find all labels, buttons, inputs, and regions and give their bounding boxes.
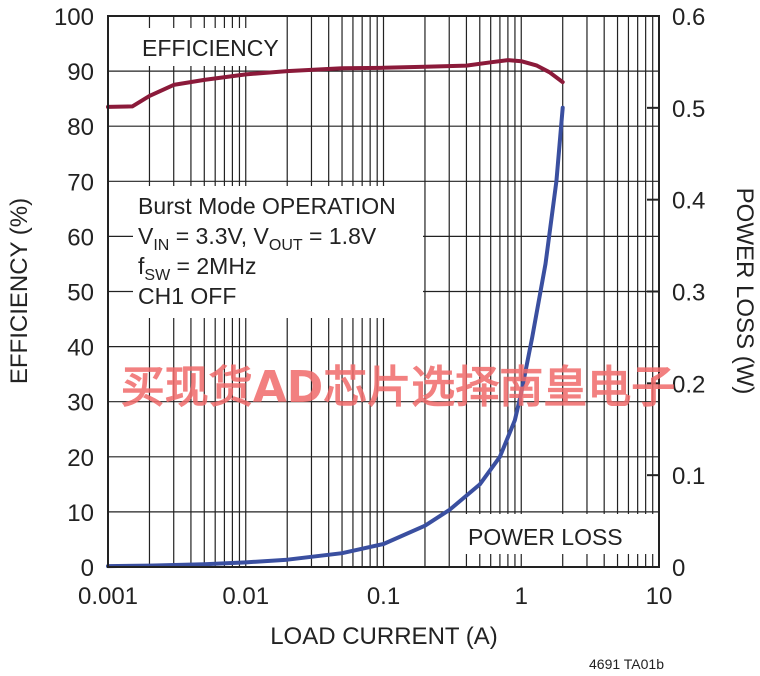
x-tick-label: 10 <box>646 583 673 610</box>
efficiency-label-bg <box>133 28 285 66</box>
conditions-line1: Burst Mode OPERATION <box>138 193 396 219</box>
y-left-tick-label: 90 <box>67 59 94 86</box>
vout-rest: = 1.8V <box>303 223 377 249</box>
y-left-tick-label: 40 <box>67 335 94 362</box>
y-right-tick-label: 0.2 <box>672 371 705 398</box>
x-tick-label: 1 <box>515 583 528 610</box>
efficiency-label: EFFICIENCY <box>142 35 279 61</box>
series-lines <box>106 58 565 569</box>
fsw-rest: = 2MHz <box>170 253 256 279</box>
x-tick-label: 0.1 <box>367 583 400 610</box>
y-left-tick-label: 70 <box>67 169 94 196</box>
y-right-tick-label: 0.3 <box>672 280 705 307</box>
y-right-tick-label: 0.6 <box>672 4 705 31</box>
y-axis-label-left: EFFICIENCY (%) <box>6 198 33 384</box>
y-right-tick-label: 0.5 <box>672 96 705 123</box>
y-left-tick-label: 100 <box>54 4 94 31</box>
y-right-tick-label: 0.4 <box>672 188 705 215</box>
y-right-tick-label: 0 <box>672 555 685 582</box>
conditions-box-bg <box>133 186 423 318</box>
vout-sub: OUT <box>269 237 303 254</box>
y-left-tick-label: 10 <box>67 500 94 527</box>
power-loss-label-bg <box>460 514 655 554</box>
vin-rest: = 3.3V, V <box>169 223 269 249</box>
watermark: 买现货AD芯片选择南皇电子 <box>121 362 676 413</box>
figure-code: 4691 TA01b <box>589 656 664 672</box>
fsw-sub: SW <box>144 267 171 284</box>
x-tick-label: 0.001 <box>78 583 138 610</box>
vin-sub: IN <box>153 237 169 254</box>
fsw-main: f <box>138 253 145 279</box>
y-left-tick-label: 30 <box>67 390 94 417</box>
tick-labels: 0.001 0.01 0.1 1 10010203040506070809010000.… <box>54 4 705 610</box>
y-left-tick-label: 50 <box>67 280 94 307</box>
y-left-tick-label: 60 <box>67 224 94 251</box>
conditions-line2: VIN = 3.3V, VOUT = 1.8V <box>138 223 377 254</box>
x-tick-label: 0.01 <box>222 583 269 610</box>
x-axis-label: LOAD CURRENT (A) <box>270 623 498 650</box>
vin-main: V <box>138 223 154 249</box>
conditions-line3: fSW = 2MHz <box>138 253 256 284</box>
power-loss-label: POWER LOSS <box>468 524 623 550</box>
y-left-tick-label: 20 <box>67 445 94 472</box>
conditions-line4: CH1 OFF <box>138 283 236 309</box>
y-axis-label-right: POWER LOSS (W) <box>731 188 758 395</box>
power-loss-series-line <box>106 105 565 569</box>
y-left-tick-label: 0 <box>81 555 94 582</box>
plot-frame <box>107 15 660 568</box>
y-left-tick-label: 80 <box>67 114 94 141</box>
y-right-tick-label: 0.1 <box>672 463 705 490</box>
efficiency-series-line <box>106 58 565 109</box>
